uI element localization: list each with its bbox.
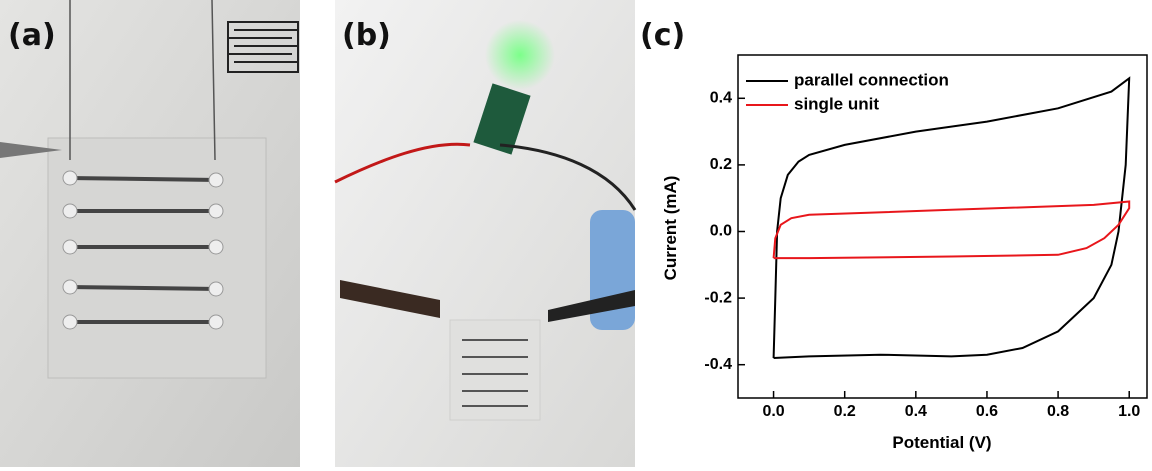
photo-a: (a) xyxy=(0,0,300,467)
x-tick-label: 0.2 xyxy=(834,403,856,420)
y-tick-label: -0.2 xyxy=(704,289,732,306)
panel-label: (b) xyxy=(342,18,391,53)
series-line xyxy=(772,76,1131,359)
plot-frame xyxy=(737,54,1148,399)
photo-b: (b) xyxy=(334,0,637,467)
legend-label: single unit xyxy=(794,94,879,113)
panel-label: (a) xyxy=(8,18,56,53)
y-axis-label: Current (mA) xyxy=(661,176,680,281)
y-tick-label: -0.4 xyxy=(704,356,732,373)
y-tick-label: 0.2 xyxy=(710,156,732,173)
x-tick-label: 0.4 xyxy=(905,403,927,420)
y-tick-label: 0.4 xyxy=(710,90,732,107)
panel-label: (c) xyxy=(640,18,685,53)
x-tick-label: 0.8 xyxy=(1047,403,1069,420)
y-tick-label: 0.0 xyxy=(710,223,732,240)
x-tick-label: 0.6 xyxy=(976,403,998,420)
x-tick-label: 0.0 xyxy=(762,403,784,420)
legend-label: parallel connection xyxy=(794,70,949,89)
series-line xyxy=(772,200,1131,260)
x-axis-label: Potential (V) xyxy=(892,433,991,452)
x-tick-label: 1.0 xyxy=(1118,403,1140,420)
